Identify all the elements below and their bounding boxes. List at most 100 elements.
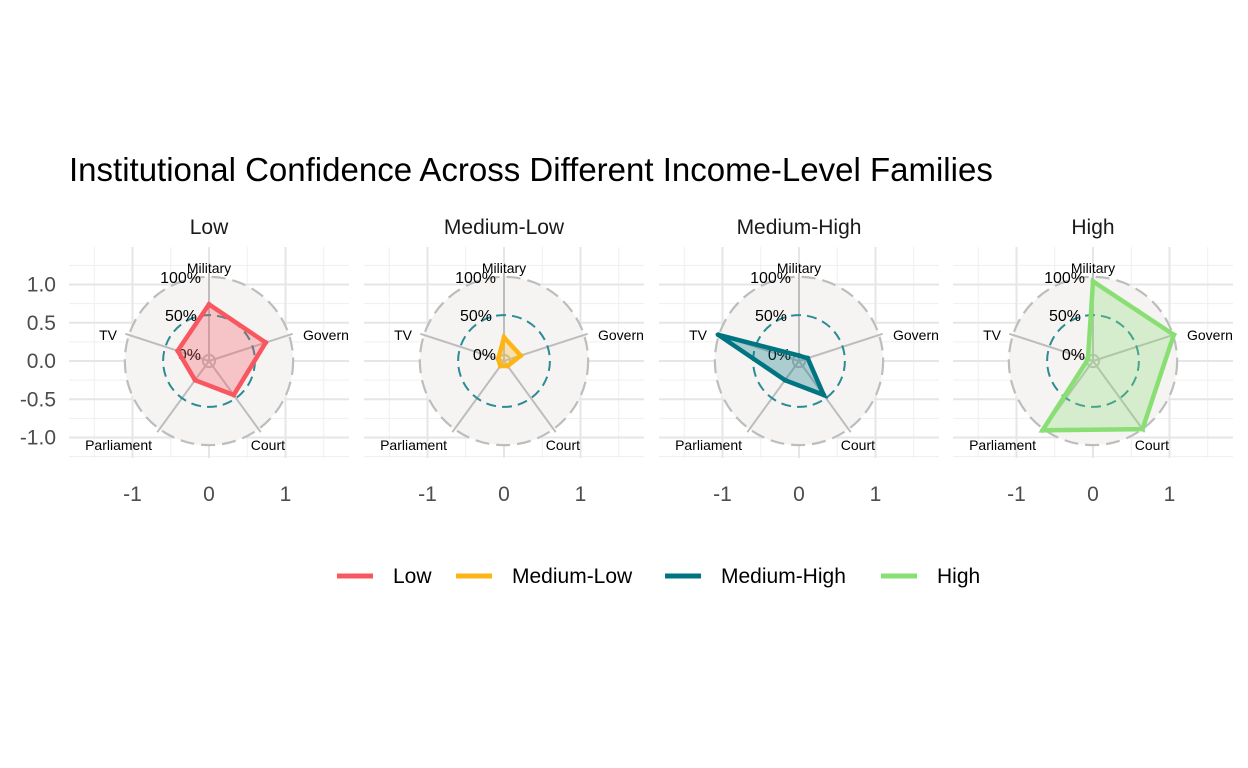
legend-swatch-point [896,573,902,579]
data-point [782,377,788,383]
data-point [1040,427,1046,433]
legend-item-low: Low [337,565,432,588]
radar-spoke [798,332,883,362]
radar-axis-label: Court [546,437,580,453]
ring-label: 50% [460,308,492,325]
axis-labels: Military Govern Court Parliament TV [969,260,1233,453]
radar-spoke [1092,332,1177,362]
x-tick-label: -1 [418,483,437,506]
facet-panel-low: Low100%50%0%MilitaryGovernCourtParliamen… [69,216,349,506]
data-point [1085,356,1091,362]
y-tick-label: -0.5 [20,388,56,411]
data-point [715,332,721,338]
ring-label: 100% [455,270,496,287]
data-point [505,363,511,369]
data-point [1090,278,1096,284]
x-tick-label: 0 [793,483,805,506]
x-tick-label: 0 [498,483,510,506]
radar-axis-label: TV [99,327,118,343]
radar-spoke [156,360,210,433]
radar-axis-label: Military [777,260,821,276]
data-point [821,392,827,398]
facet-label: High [1071,216,1114,239]
ring-label: 100% [1044,270,1085,287]
ring-100 [123,275,295,447]
radar-axis-label: Court [841,437,875,453]
x-tick-label: 1 [870,483,882,506]
facet-panel-medium-low: Medium-Low 100% 50% 0% Military Govern Court Pa… [364,216,644,506]
radar-axis-label: Parliament [380,437,447,453]
legend-swatch-point [471,573,477,579]
data-point [805,355,811,361]
legend-item-medium-high: Medium-High [665,565,846,588]
ring-50 [457,314,551,408]
radar-axis-label: Court [251,437,285,453]
x-tick-label: 0 [1087,483,1099,506]
facet-label: Medium-High [737,216,862,239]
legend-label: Medium-High [721,565,846,588]
ring-label: 0% [473,347,496,364]
x-tick-label: 1 [280,483,292,506]
radar-axis-label: Govern [893,327,939,343]
data-point [497,363,503,369]
ring-100 [713,275,885,447]
x-tick-label: 0 [203,483,215,506]
radar-axis-label: Parliament [85,437,152,453]
ring-50 [752,314,846,408]
x-tick-label: -1 [123,483,142,506]
axis-labels: Military Govern Court Parliament TV [380,260,644,453]
data-point [518,353,524,359]
radar-axis-label: Govern [598,327,644,343]
data-point [495,356,501,362]
radar-spoke [208,332,293,362]
radar-axis-label: TV [983,327,1002,343]
ring-label: 50% [1049,308,1081,325]
radar-series-medium-low [495,332,524,369]
radar-axis-label: Parliament [969,437,1036,453]
x-tick-label: 1 [1164,483,1176,506]
radar-axis-label: Court [1135,437,1169,453]
data-point [206,301,212,307]
radar-axis-label: Military [187,260,231,276]
radar-spoke [503,360,557,433]
ring-label: 100% [750,270,791,287]
data-point [263,340,269,346]
legend-swatch-point [680,573,686,579]
radar-axis-label: Govern [1187,327,1233,343]
facet-panel-medium-high: Medium-High100%50%0%MilitaryGovernCourtP… [659,216,939,506]
legend-item-medium-low: Medium-Low [456,565,633,588]
x-tick-label: 1 [575,483,587,506]
x-tick-label: -1 [1007,483,1026,506]
radar-series-low [175,301,269,398]
radar-axis-label: Military [482,260,526,276]
facet-panel-high: High 100% 50% 0% Military Govern Court Parliame… [953,216,1233,506]
facet-label: Medium-Low [444,216,565,239]
data-point [1171,332,1177,338]
radar-spoke [451,360,505,433]
radar-series-high [1038,277,1177,433]
ring-label: 50% [755,308,787,325]
ring-100 [1007,275,1179,447]
data-point [501,334,507,340]
ring-100 [418,275,590,447]
y-tick-label: 1.0 [27,274,56,297]
x-tick-label: -1 [713,483,732,506]
ring-0 [201,353,217,369]
radar-axis-label: Military [1071,260,1115,276]
facet-label: Low [190,216,229,239]
legend-label: Medium-Low [512,565,633,588]
radar-axis-label: Govern [303,327,349,343]
radar-spoke [420,332,505,362]
chart-title: Institutional Confidence Across Differen… [69,151,993,188]
radar-axis-label: TV [689,327,708,343]
radar-spoke [1092,360,1146,433]
data-point [175,348,181,354]
axis-labels: Military Govern Court Parliament TV [85,260,349,453]
legend-swatch-point [352,573,358,579]
data-point [1139,426,1145,432]
data-point [192,377,198,383]
legend-item-high: High [881,565,980,588]
radar-axis-label: Parliament [675,437,742,453]
